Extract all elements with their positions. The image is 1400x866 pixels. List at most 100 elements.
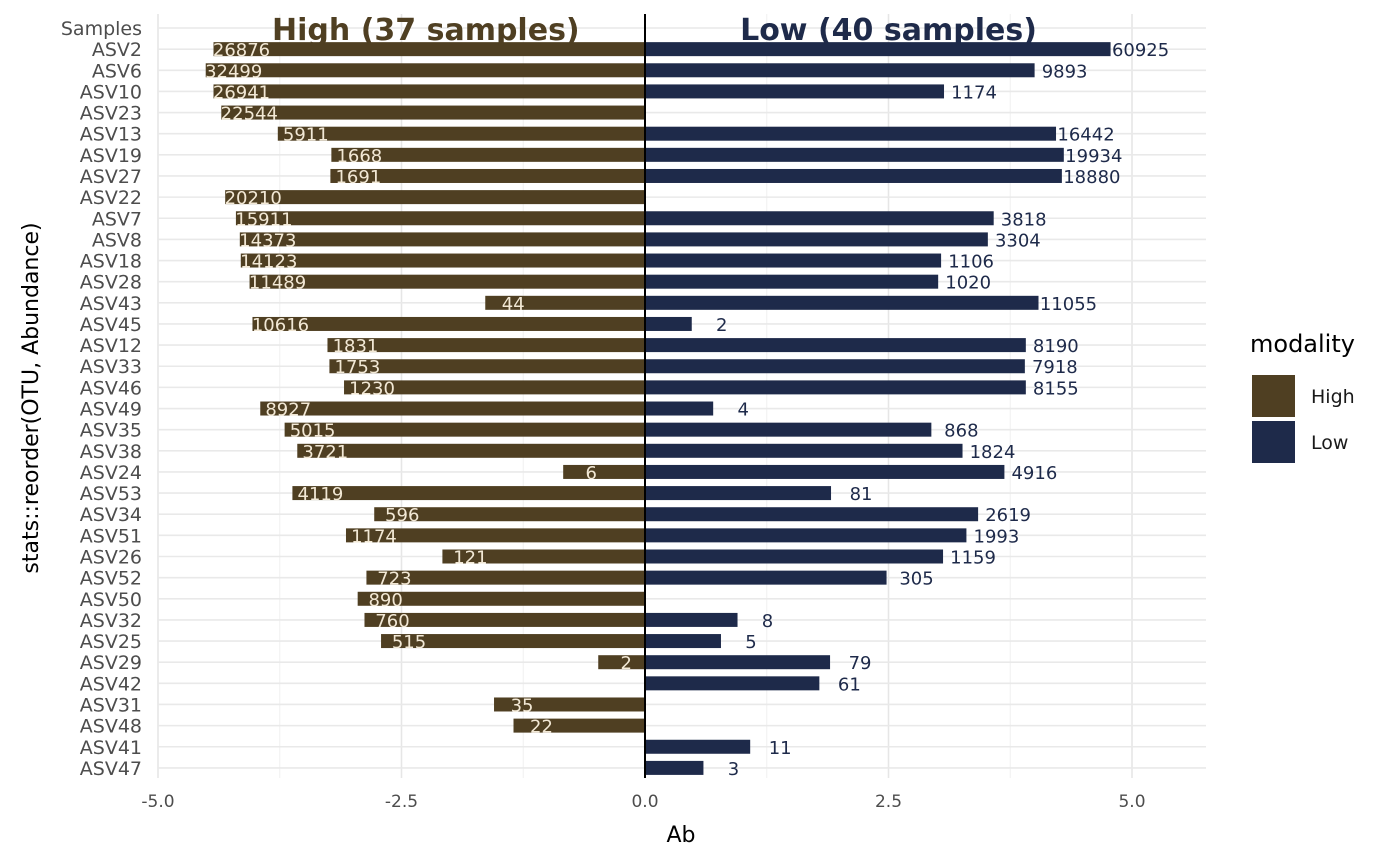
value-label-high: 2 bbox=[621, 653, 632, 674]
value-label-low: 2619 bbox=[985, 505, 1031, 526]
x-tick-label: 5.0 bbox=[1118, 792, 1145, 812]
y-tick-label: ASV31 bbox=[80, 694, 142, 716]
y-tick-label: ASV52 bbox=[80, 568, 142, 590]
bar-high-asv19 bbox=[331, 147, 645, 162]
legend-swatch-low bbox=[1252, 421, 1295, 463]
bar-low-asv12 bbox=[645, 338, 1026, 353]
annotation-low: Low (40 samples) bbox=[740, 13, 1037, 48]
y-tick-label: ASV45 bbox=[80, 314, 142, 336]
value-label-high: 5911 bbox=[283, 125, 329, 146]
bar-low-asv43 bbox=[645, 295, 1039, 310]
value-label-low: 868 bbox=[944, 421, 978, 442]
bar-high-asv46 bbox=[344, 380, 645, 395]
bar-high-asv18 bbox=[240, 253, 646, 268]
bar-low-asv2 bbox=[645, 42, 1111, 57]
value-label-high: 10616 bbox=[252, 315, 309, 336]
bar-low-asv49 bbox=[645, 401, 714, 416]
bar-low-asv29 bbox=[645, 655, 831, 670]
bar-low-asv52 bbox=[645, 570, 887, 585]
value-label-low: 79 bbox=[849, 653, 872, 674]
y-axis-title: stats::reorder(OTU, Abundance) bbox=[19, 222, 44, 573]
value-label-low: 4 bbox=[737, 400, 748, 421]
value-label-high: 32499 bbox=[205, 61, 262, 82]
bar-high-asv52 bbox=[366, 570, 645, 585]
y-tick-label: ASV28 bbox=[80, 272, 142, 294]
value-label-low: 3818 bbox=[1001, 209, 1047, 230]
value-label-high: 11489 bbox=[249, 273, 306, 294]
y-tick-label: ASV38 bbox=[80, 441, 142, 463]
bar-low-asv26 bbox=[645, 549, 944, 564]
value-label-low: 1159 bbox=[950, 548, 996, 569]
value-label-low: 4916 bbox=[1011, 463, 1057, 484]
value-label-low: 305 bbox=[899, 569, 933, 590]
value-label-low: 7918 bbox=[1032, 357, 1078, 378]
bar-low-asv51 bbox=[645, 528, 967, 543]
value-label-high: 515 bbox=[392, 632, 426, 653]
x-tick-label: 2.5 bbox=[875, 792, 902, 812]
value-label-low: 8 bbox=[762, 611, 773, 632]
bar-low-asv33 bbox=[645, 359, 1025, 374]
bar-low-asv41 bbox=[645, 739, 751, 754]
bar-low-asv45 bbox=[645, 316, 692, 331]
x-tick-label: 0.0 bbox=[631, 792, 658, 812]
value-label-low: 8190 bbox=[1033, 336, 1079, 357]
value-label-low: 1020 bbox=[945, 273, 991, 294]
value-label-high: 6 bbox=[585, 463, 596, 484]
bar-low-asv47 bbox=[645, 760, 704, 775]
bar-high-asv6 bbox=[205, 63, 645, 78]
value-label-high: 14373 bbox=[239, 230, 296, 251]
value-labels: 2687632499269412254459111668169120210159… bbox=[205, 40, 1169, 780]
bar-low-asv34 bbox=[645, 507, 979, 522]
x-tick-label: -2.5 bbox=[385, 792, 418, 812]
y-tick-label: ASV47 bbox=[80, 758, 142, 780]
bar-high-asv28 bbox=[249, 274, 645, 289]
x-tick-labels: -5.0 -2.5 0.0 2.5 5.0 bbox=[141, 792, 1145, 812]
y-tick-label: ASV32 bbox=[80, 610, 142, 632]
y-tick-label: ASV19 bbox=[80, 145, 142, 167]
value-label-low: 19934 bbox=[1065, 146, 1122, 167]
value-label-low: 1174 bbox=[951, 82, 997, 103]
bar-high-asv22 bbox=[225, 190, 645, 205]
bar-high-asv25 bbox=[381, 634, 645, 649]
bar-high-asv2 bbox=[213, 42, 645, 57]
y-tick-label: ASV13 bbox=[80, 124, 142, 146]
value-label-low: 16442 bbox=[1057, 125, 1114, 146]
bar-high-asv50 bbox=[357, 591, 645, 606]
bar-low-asv13 bbox=[645, 126, 1057, 141]
bar-high-asv8 bbox=[239, 232, 646, 247]
y-tick-label: ASV23 bbox=[80, 103, 142, 125]
value-label-high: 44 bbox=[502, 294, 525, 315]
bar-high-asv26 bbox=[442, 549, 645, 564]
y-tick-label: ASV24 bbox=[80, 462, 142, 484]
value-label-high: 22544 bbox=[221, 104, 278, 125]
bar-high-asv33 bbox=[329, 359, 645, 374]
bar-high-asv12 bbox=[327, 338, 645, 353]
bar-high-asv31 bbox=[494, 697, 645, 712]
legend-items: High Low bbox=[1252, 375, 1355, 463]
bar-low-asv35 bbox=[645, 422, 932, 437]
y-tick-label: ASV8 bbox=[92, 229, 142, 251]
bar-low-asv10 bbox=[645, 84, 945, 99]
value-label-low: 18880 bbox=[1063, 167, 1120, 188]
bar-high-asv32 bbox=[364, 612, 645, 627]
value-label-high: 760 bbox=[375, 611, 409, 632]
y-tick-label: Samples bbox=[61, 18, 142, 40]
legend: modality High Low bbox=[1250, 330, 1355, 463]
y-tick-label: ASV22 bbox=[80, 187, 142, 209]
value-label-high: 1174 bbox=[351, 526, 397, 547]
value-label-high: 35 bbox=[511, 695, 534, 716]
value-label-high: 1230 bbox=[349, 378, 395, 399]
bar-low-asv46 bbox=[645, 380, 1026, 395]
value-label-low: 3304 bbox=[995, 230, 1041, 251]
value-label-low: 9893 bbox=[1042, 61, 1088, 82]
y-tick-label: ASV6 bbox=[92, 60, 142, 82]
bar-high-asv51 bbox=[345, 528, 645, 543]
bar-low-asv38 bbox=[645, 443, 963, 458]
bar-high-asv27 bbox=[330, 168, 645, 183]
bar-low-asv6 bbox=[645, 63, 1035, 78]
value-label-low: 1824 bbox=[970, 442, 1016, 463]
y-tick-label: ASV43 bbox=[80, 293, 142, 315]
bar-high-asv24 bbox=[563, 464, 645, 479]
y-tick-label: ASV25 bbox=[80, 631, 142, 653]
bar-low-asv32 bbox=[645, 612, 738, 627]
